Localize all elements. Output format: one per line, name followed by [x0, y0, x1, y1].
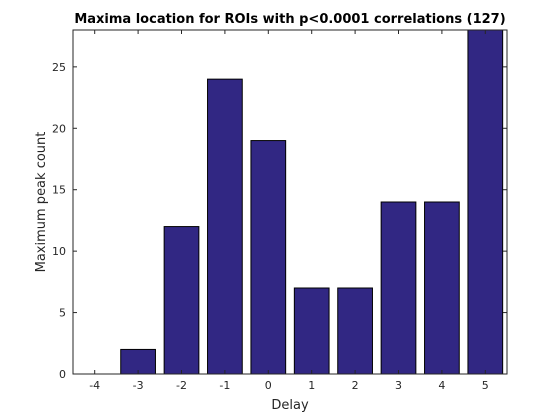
bar [337, 287, 373, 375]
y-tick-label: 0 [59, 368, 66, 381]
x-ticks-group: -4 -3 -2 -1 0 1 2 3 4 5 [89, 30, 489, 392]
x-tick-label: 1 [308, 379, 315, 392]
x-tick-label: 5 [482, 379, 489, 392]
y-tick-label: 15 [52, 184, 66, 197]
bar [467, 29, 504, 375]
y-tick-label: 25 [52, 61, 66, 74]
x-tick-label: -1 [219, 379, 230, 392]
bar [293, 287, 330, 375]
bar [380, 201, 417, 375]
y-tick-label: 10 [52, 245, 66, 258]
x-tick-label: 0 [265, 379, 272, 392]
x-tick-label: -3 [133, 379, 144, 392]
bar [120, 348, 156, 375]
bar [424, 201, 460, 375]
x-tick-label: -2 [176, 379, 187, 392]
x-axis-label: Delay [271, 398, 309, 413]
x-tick-label: 3 [395, 379, 402, 392]
bars-group [120, 29, 504, 375]
chart-title: Maxima location for ROIs with p<0.0001 c… [74, 12, 505, 27]
y-tick-label: 5 [59, 307, 66, 320]
x-tick-label: 2 [352, 379, 359, 392]
y-axis-label: Maximum peak count [34, 132, 49, 273]
axes-box [72, 29, 508, 375]
x-tick-label: -4 [89, 379, 100, 392]
bar [250, 140, 287, 375]
y-tick-label: 20 [52, 122, 66, 135]
x-tick-label: 4 [438, 379, 445, 392]
bar [207, 78, 243, 375]
y-ticks-group: 0 5 10 15 20 25 [52, 61, 507, 381]
bar [163, 226, 200, 375]
